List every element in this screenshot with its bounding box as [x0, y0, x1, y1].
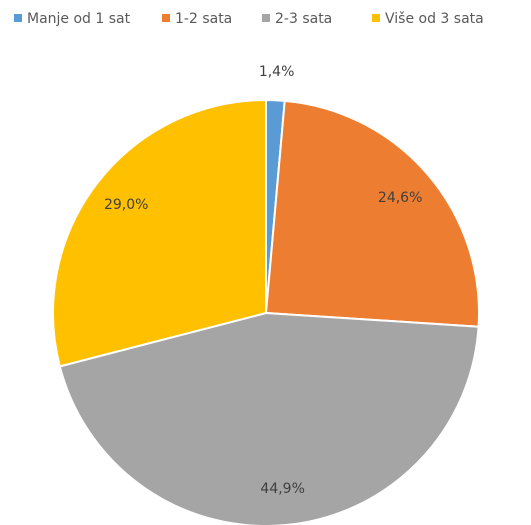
- legend-label: 1-2 sata: [175, 11, 232, 27]
- legend-label: 2-3 sata: [275, 11, 332, 27]
- legend-marker: [162, 14, 170, 22]
- pie-slice: [58, 311, 480, 525]
- pie-slice: [52, 98, 267, 368]
- pie-slice: [264, 99, 480, 328]
- legend-label: Manje od 1 sat: [27, 11, 131, 27]
- legend-marker: [372, 14, 380, 22]
- data-label: 44,9%: [260, 481, 304, 497]
- legend-marker: [262, 14, 270, 22]
- data-label: 24,6%: [378, 190, 422, 206]
- legend-marker: [14, 14, 22, 22]
- data-label: 29,0%: [104, 197, 148, 213]
- legend-label: Više od 3 sata: [385, 11, 484, 27]
- data-label: 1,4%: [259, 64, 295, 80]
